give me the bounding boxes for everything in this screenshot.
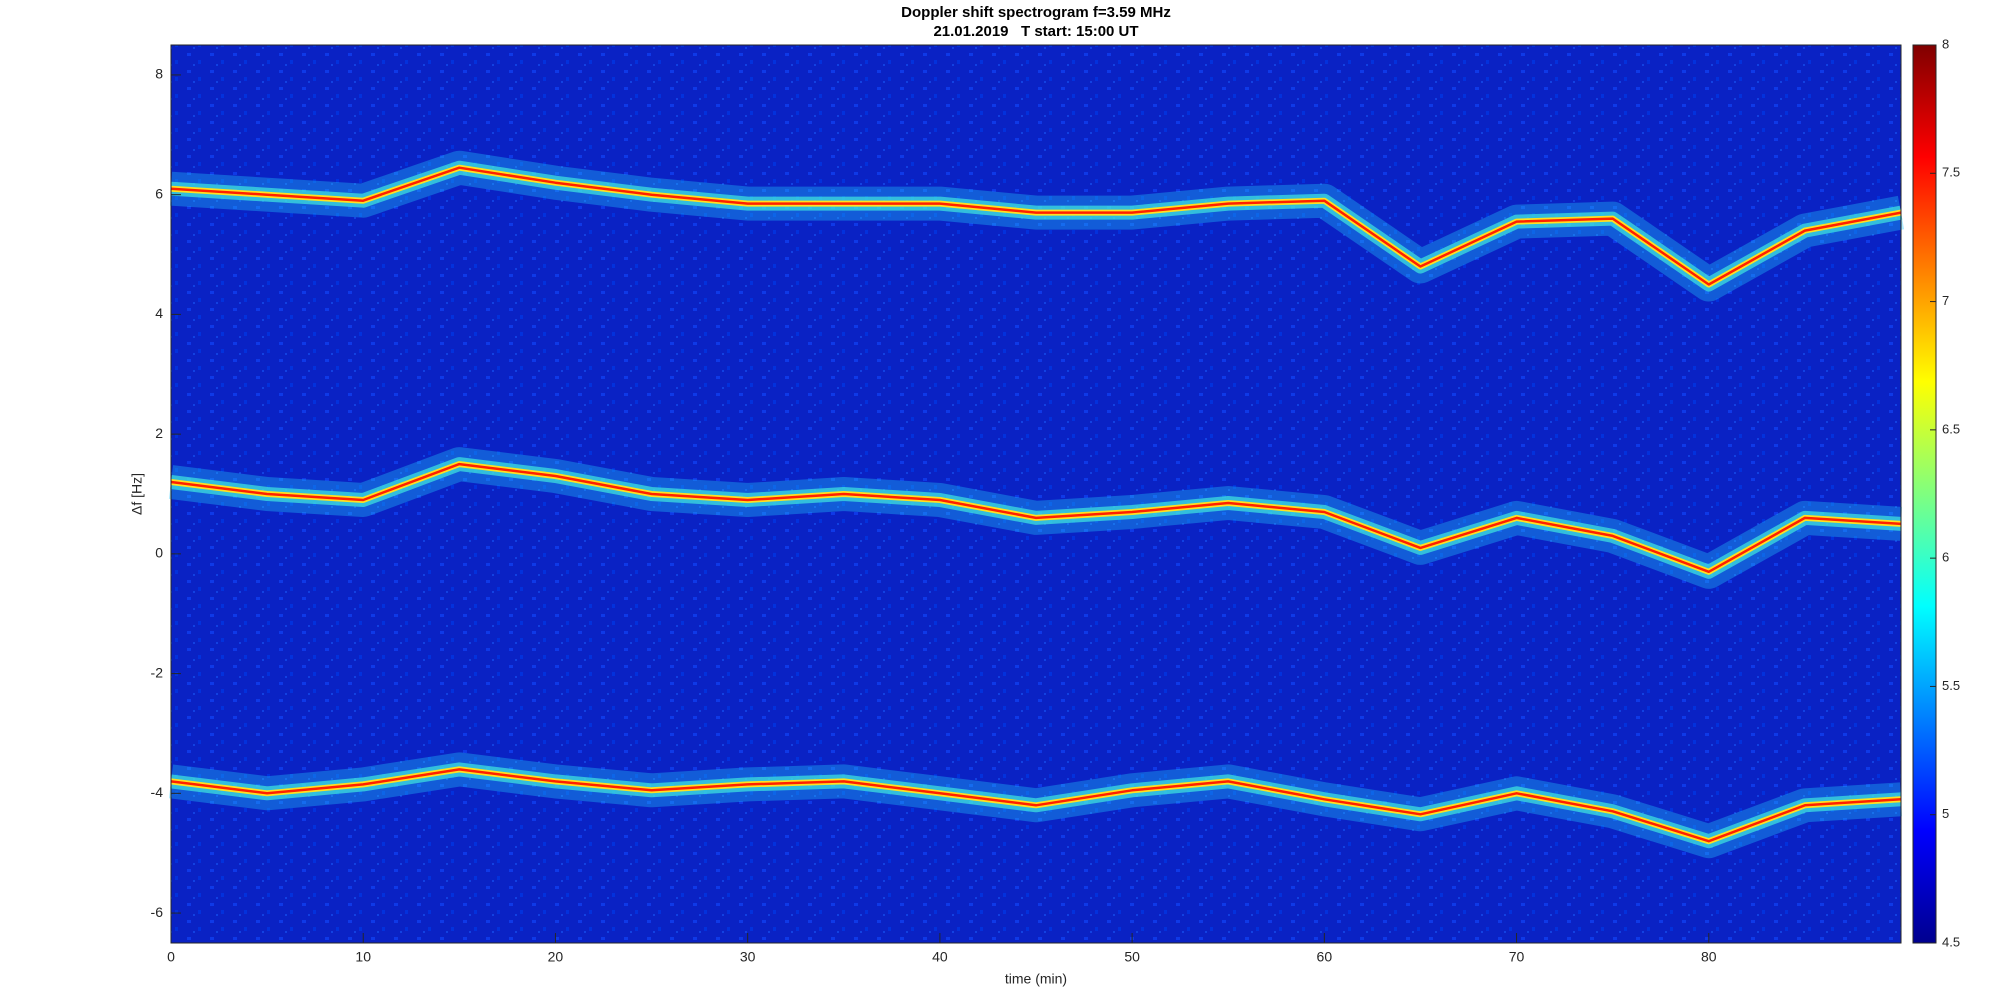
x-tick-label: 70 [1509,949,1525,965]
chart-subtitle: 21.01.2019 T start: 15:00 UT [933,23,1138,40]
y-tick-label: -4 [151,784,164,800]
x-tick-label: 50 [1124,949,1140,965]
x-tick-label: 60 [1317,949,1333,965]
plot-frame [170,44,1902,944]
colorbar-tick-label: 7.5 [1942,165,1960,180]
y-tick-label: -6 [151,904,164,920]
colorbar-tick-label: 6.5 [1942,421,1960,436]
y-axis-label: Δf [Hz] [129,473,145,515]
x-axis-label: time (min) [1005,971,1067,987]
x-tick-label: 0 [167,949,175,965]
colorbar-tick-label: 5 [1942,806,1949,821]
x-tick-label: 80 [1701,949,1717,965]
y-tick-label: 4 [155,305,163,321]
colorbar-tick-label: 8 [1942,36,1949,51]
colorbar-tick-label: 6 [1942,550,1949,565]
x-tick-label: 30 [740,949,756,965]
x-tick-label: 40 [932,949,948,965]
trace [170,166,1902,286]
y-tick-label: 6 [155,185,163,201]
trace [170,462,1902,574]
colorbar-tick-label: 7 [1942,293,1949,308]
colorbar-tick-label: 4.5 [1942,934,1960,949]
chart-title: Doppler shift spectrogram f=3.59 MHz [901,4,1171,21]
colorbar [1912,44,1937,944]
y-tick-label: 2 [155,425,163,441]
x-tick-label: 20 [548,949,564,965]
y-tick-label: 8 [155,66,163,82]
x-tick-label: 10 [355,949,371,965]
colorbar-tick-label: 5.5 [1942,678,1960,693]
plot-background [171,45,1901,943]
y-tick-label: 0 [155,545,163,561]
trace [170,768,1902,843]
y-tick-label: -2 [151,664,164,680]
